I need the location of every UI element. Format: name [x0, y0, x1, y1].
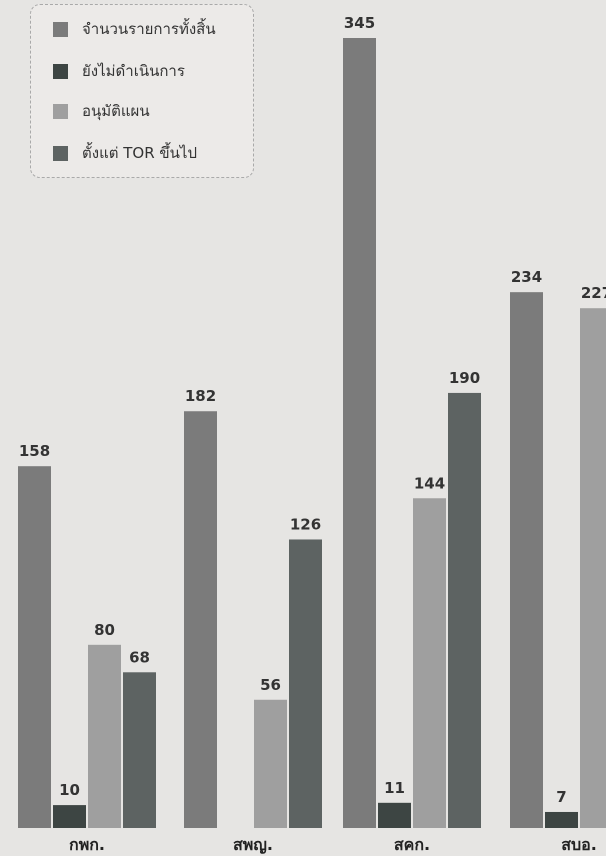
bar-kpk-not-started	[53, 805, 86, 828]
bar-value-label-skk-tor-onward: 190	[449, 369, 480, 387]
legend-swatch-not-started	[53, 63, 68, 79]
category-label-kpk: กพก.	[69, 835, 105, 854]
bar-value-label-skk-not-started: 11	[384, 779, 405, 797]
bar-skk-plan-approved	[413, 498, 446, 828]
bar-sbo-not-started	[545, 811, 578, 828]
bar-value-label-spy-total: 182	[185, 387, 216, 405]
bar-value-label-kpk-tor-onward: 68	[129, 648, 150, 666]
bar-skk-not-started	[378, 802, 411, 828]
legend-label-total: จำนวนรายการทั้งสิ้น	[82, 20, 216, 38]
bar-value-label-kpk-not-started: 10	[59, 781, 80, 799]
bar-skk-total	[343, 38, 376, 828]
category-label-sbo: สบอ.	[561, 835, 597, 854]
bar-spy-plan-approved	[254, 699, 287, 828]
bar-kpk-tor-onward	[123, 672, 156, 828]
bar-value-label-kpk-plan-approved: 80	[94, 621, 115, 639]
bar-spy-tor-onward	[289, 539, 322, 828]
legend-label-plan-approved: อนุมัติแผน	[82, 102, 150, 120]
legend-item-not-started: ยังไม่ดำเนินการ	[53, 57, 185, 85]
bar-spy-total	[184, 411, 217, 828]
legend-item-total: จำนวนรายการทั้งสิ้น	[53, 15, 216, 43]
legend-label-tor-onward: ตั้งแต่ TOR ขึ้นไป	[82, 144, 197, 162]
bar-value-label-sbo-plan-approved: 227	[581, 284, 606, 302]
bar-value-label-spy-plan-approved: 56	[260, 676, 281, 694]
bar-value-label-skk-total: 345	[344, 14, 375, 32]
category-label-skk: สคก.	[394, 835, 430, 854]
bar-value-label-sbo-not-started: 7	[556, 788, 566, 806]
legend-swatch-plan-approved	[53, 103, 68, 119]
bar-kpk-total	[18, 466, 51, 828]
legend-item-tor-onward: ตั้งแต่ TOR ขึ้นไป	[53, 139, 197, 167]
bar-kpk-plan-approved	[88, 644, 121, 828]
category-label-spy: สพญ.	[233, 835, 273, 855]
bar-value-label-spy-tor-onward: 126	[290, 515, 321, 533]
legend-swatch-tor-onward	[53, 145, 68, 161]
bar-value-label-kpk-total: 158	[19, 442, 50, 460]
legend-swatch-total	[53, 21, 68, 37]
bar-skk-tor-onward	[448, 392, 481, 828]
bar-sbo-plan-approved	[580, 308, 606, 829]
bar-sbo-total	[510, 292, 543, 828]
legend-item-plan-approved: อนุมัติแผน	[53, 97, 150, 125]
bar-value-label-sbo-total: 234	[511, 268, 542, 286]
bar-value-label-skk-plan-approved: 144	[414, 474, 445, 492]
chart-legend: จำนวนรายการทั้งสิ้น ยังไม่ดำเนินการ อนุม…	[30, 4, 254, 178]
legend-label-not-started: ยังไม่ดำเนินการ	[82, 62, 185, 80]
